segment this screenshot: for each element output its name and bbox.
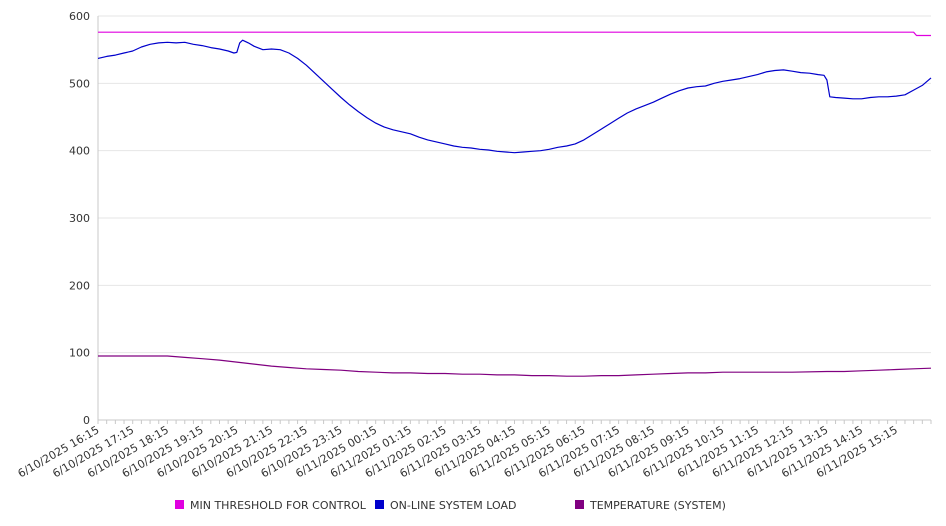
series-line-1 bbox=[97, 39, 932, 154]
legend-label-1: ON-LINE SYSTEM LOAD bbox=[390, 499, 516, 512]
legend-swatch-0 bbox=[175, 500, 184, 509]
y-tick-label: 100 bbox=[69, 347, 90, 360]
legend-label-0: MIN THRESHOLD FOR CONTROL bbox=[190, 499, 367, 512]
axes bbox=[97, 16, 932, 424]
y-tick-label: 400 bbox=[69, 145, 90, 158]
legend-swatch-1 bbox=[375, 500, 384, 509]
x-tick-labels: 6/10/2025 16:156/10/2025 17:156/10/2025 … bbox=[16, 423, 900, 480]
series-lines bbox=[97, 31, 932, 377]
y-tick-label: 200 bbox=[69, 279, 90, 292]
gridlines bbox=[98, 15, 931, 354]
legend-swatch-2 bbox=[575, 500, 584, 509]
series-line-2 bbox=[98, 355, 932, 377]
y-tick-label: 600 bbox=[69, 10, 90, 23]
y-tick-label: 300 bbox=[69, 212, 90, 225]
y-tick-label: 0 bbox=[83, 414, 90, 427]
legend-label-2: TEMPERATURE (SYSTEM) bbox=[589, 499, 726, 512]
series-line-0 bbox=[98, 31, 931, 37]
legend: MIN THRESHOLD FOR CONTROL ON-LINE SYSTEM … bbox=[175, 499, 726, 512]
y-tick-label: 500 bbox=[69, 77, 90, 90]
y-tick-labels: 0 100 200 300 400 500 600 bbox=[69, 10, 90, 427]
